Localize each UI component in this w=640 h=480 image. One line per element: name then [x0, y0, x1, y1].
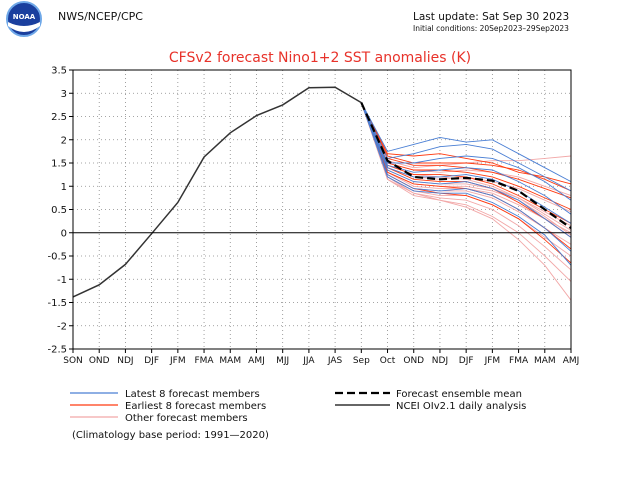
earliest-member-line [360, 102, 572, 185]
other-member-line [360, 102, 572, 271]
latest-member-line [360, 102, 572, 238]
y-tick-label: 3.5 [51, 66, 67, 77]
x-tick-label: MAM [534, 356, 556, 366]
y-tick-label: 1.5 [51, 159, 67, 170]
noaa-logo: NOAA [6, 1, 42, 37]
x-tick-label: MAM [219, 356, 241, 366]
x-tick-label: AMJ [248, 356, 265, 366]
latest-member-line [360, 102, 572, 252]
x-tick-label: NDJ [117, 356, 133, 366]
x-axis-labels: SON OND NDJ DJF JFM FMA MAM AMJ MJJ JJA JAS Sep Oct O… [63, 349, 579, 366]
observed-line [72, 86, 362, 298]
x-tick-label: OND [89, 356, 110, 366]
legend-label-observed: NCEI OIv2.1 daily analysis [396, 401, 526, 412]
climatology-note: (Climatology base period: 1991—2020) [72, 430, 269, 441]
x-tick-label: DJF [144, 356, 159, 366]
latest-member-line [360, 102, 572, 201]
x-tick-label: JAS [327, 356, 343, 366]
latest-member-line [360, 102, 572, 215]
x-tick-label: JJA [302, 356, 315, 366]
x-tick-label: AMJ [563, 356, 580, 366]
x-tick-label: MJJ [276, 356, 289, 366]
x-tick-label: Oct [380, 356, 396, 366]
y-tick-label: -1.5 [47, 298, 67, 309]
legend-label-mean: Forecast ensemble mean [396, 389, 522, 400]
latest-member-line [360, 102, 572, 266]
x-tick-label: FMA [509, 356, 529, 366]
y-tick-label: -2 [57, 321, 67, 332]
latest-member-line [360, 102, 572, 192]
logo-text: NOAA [13, 13, 36, 21]
y-axis-labels: -2.5 -2 -1.5 -1 -0.5 0 0.5 1 1.5 2 2.5 3 3.5 [47, 66, 73, 356]
chart-title: CFSv2 forecast Nino1+2 SST anomalies (K) [169, 50, 471, 66]
latest-members-series [360, 102, 572, 266]
latest-member-line [360, 102, 572, 224]
y-tick-label: 2.5 [51, 112, 67, 123]
x-tick-label: FMA [194, 356, 214, 366]
x-tick-label: NDJ [432, 356, 448, 366]
y-tick-label: 3 [61, 89, 67, 100]
legend-label-earliest: Earliest 8 forecast members [125, 401, 266, 412]
x-tick-label: JFM [169, 356, 186, 366]
legend-label-other: Other forecast members [125, 413, 248, 424]
y-tick-label: 1 [61, 182, 67, 193]
y-tick-label: -1 [57, 275, 67, 286]
ensemble-mean-line [360, 102, 572, 229]
y-tick-label: -0.5 [47, 252, 67, 263]
legend: Latest 8 forecast members Earliest 8 for… [70, 389, 526, 441]
x-tick-label: DJF [459, 356, 474, 366]
y-tick-label: 0.5 [51, 205, 67, 216]
legend-label-latest: Latest 8 forecast members [125, 389, 260, 400]
other-member-line [360, 102, 572, 301]
y-tick-label: 0 [61, 228, 67, 239]
x-tick-label: SON [63, 356, 83, 366]
x-tick-label: JFM [484, 356, 501, 366]
observed-series [72, 86, 362, 298]
initial-conditions: Initial conditions: 20Sep2023–29Sep2023 [413, 24, 569, 33]
latest-member-line [360, 102, 572, 182]
grid [73, 70, 571, 349]
x-tick-label: OND [403, 356, 424, 366]
other-member-line [360, 102, 572, 245]
plot-frame [72, 69, 572, 350]
last-update: Last update: Sat Sep 30 2023 [413, 11, 569, 23]
ensemble-mean-series [360, 102, 572, 229]
other-member-line [360, 102, 572, 282]
y-tick-label: -2.5 [47, 345, 67, 356]
y-tick-label: 2 [61, 135, 67, 146]
agency-label: NWS/NCEP/CPC [58, 10, 143, 23]
earliest-member-line [360, 102, 572, 192]
x-tick-label: Sep [353, 356, 370, 366]
